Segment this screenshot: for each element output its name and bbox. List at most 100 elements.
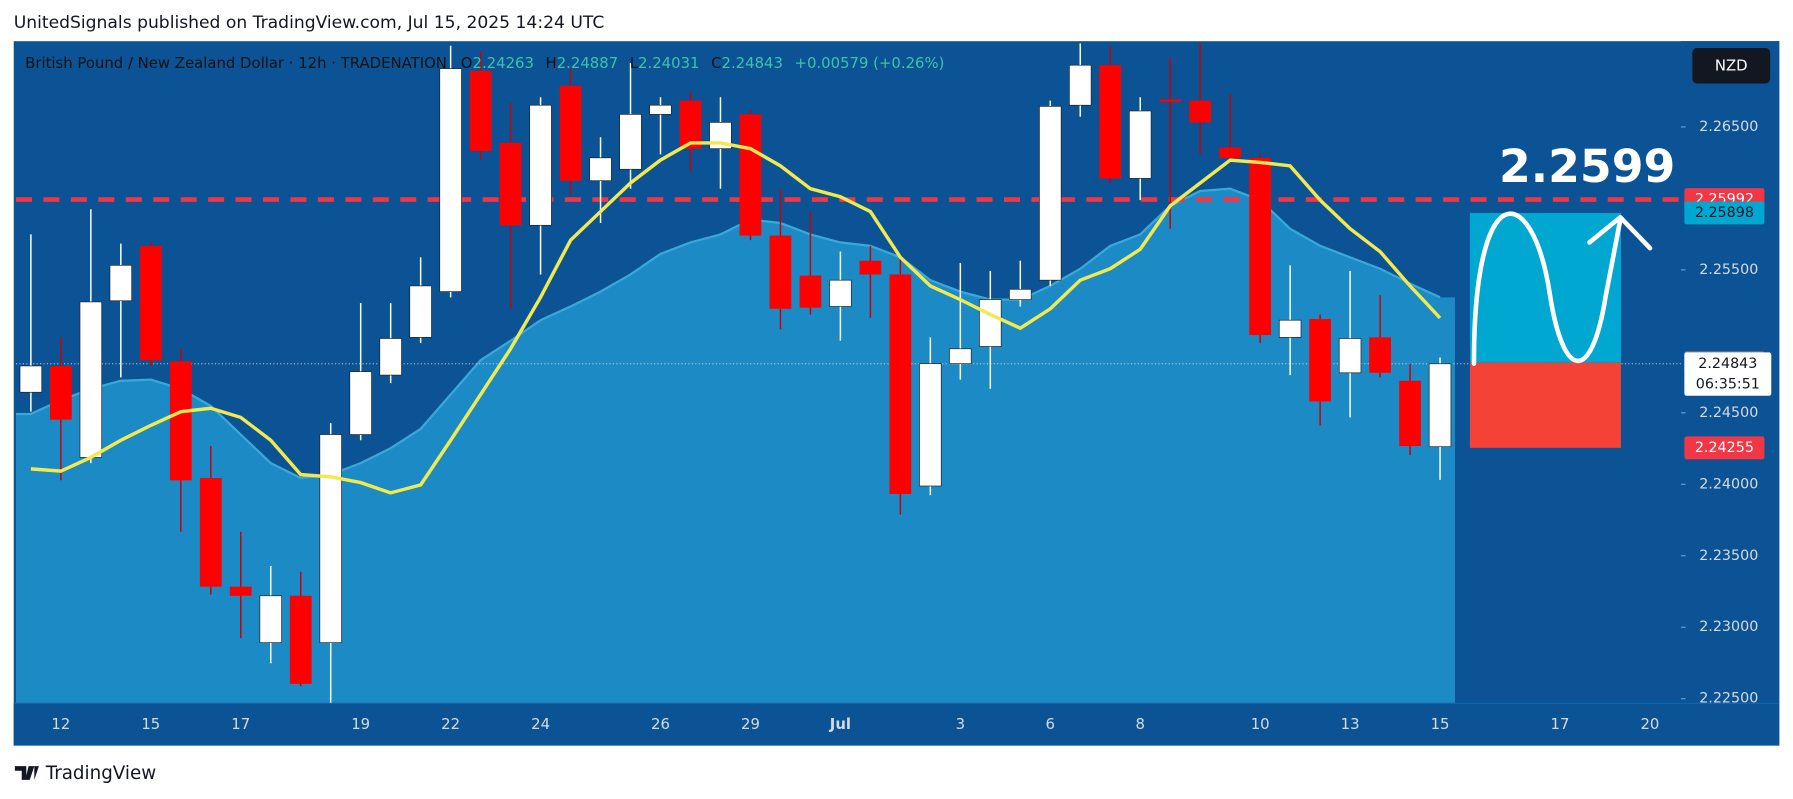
symbol: British Pound / New Zealand Dollar · 12h… [25, 54, 447, 72]
footer-brand: TradingView [45, 763, 157, 784]
candle-body [1099, 65, 1122, 179]
candle-body [1309, 319, 1331, 402]
y-tick-label: 2.24000 [1699, 476, 1758, 492]
target-label: 2.25898 [1695, 205, 1754, 221]
currency-button[interactable] [1692, 48, 1771, 84]
candle-body [559, 85, 582, 181]
x-tick-label: 6 [1046, 715, 1055, 733]
x-tick-label: 17 [231, 715, 250, 733]
c-value: 2.24843 [721, 54, 782, 72]
candle-body [1338, 338, 1362, 374]
x-tick-label: 3 [956, 715, 965, 733]
y-tick-label: 2.25500 [1699, 262, 1758, 278]
candle-body [979, 299, 1002, 347]
candle-body [859, 260, 882, 275]
candle-body [1399, 380, 1421, 446]
x-tick-label: 15 [141, 715, 160, 733]
candle-body [1369, 337, 1391, 373]
last-price-box [1684, 352, 1772, 396]
candle-body [529, 104, 552, 226]
candle-body [439, 68, 462, 292]
x-tick-label: 26 [651, 715, 670, 733]
candle-body [19, 365, 43, 393]
o-value: 2.24263 [472, 54, 533, 72]
candle-body [1159, 99, 1182, 102]
candle-body [1129, 110, 1152, 179]
x-tick-label: 8 [1135, 715, 1144, 733]
candle-body [409, 285, 432, 338]
candle-body [469, 70, 492, 151]
candle-body [349, 371, 372, 435]
candle-body [199, 478, 222, 587]
candle-body [949, 348, 972, 364]
c-letter: C [711, 54, 721, 72]
x-tick-label: 17 [1551, 715, 1570, 733]
candle-body [229, 586, 252, 596]
candle-body [649, 104, 672, 115]
candle-body [1069, 64, 1092, 106]
o-letter: O [461, 54, 473, 72]
x-tick-label: 20 [1640, 715, 1659, 733]
currency[interactable]: NZD [1715, 56, 1748, 74]
candle-body [679, 100, 702, 149]
stop-label-box [1684, 436, 1765, 460]
stop-zone [1469, 362, 1621, 448]
h-letter: H [546, 54, 557, 72]
countdown: 06:35:51 [1696, 376, 1760, 392]
candle-body [1219, 147, 1242, 158]
l-value: 2.24031 [638, 54, 699, 72]
change: +0.00579 (+0.26%) [795, 54, 945, 72]
candle-body [1009, 288, 1032, 300]
x-tick-label: 10 [1251, 715, 1270, 733]
candle-body [1039, 106, 1062, 281]
candle-body [589, 157, 612, 182]
candle-body [499, 142, 522, 226]
candle-body [79, 301, 103, 458]
candle-body [799, 275, 822, 308]
y-tick-label: 2.22500 [1699, 691, 1758, 707]
candle-body [889, 274, 912, 495]
stop-label: 2.24255 [1695, 440, 1754, 456]
x-tick-label: 24 [531, 715, 550, 733]
wave-arrow [1471, 211, 1653, 366]
x-tick-label: 19 [351, 715, 370, 733]
x-tick-label: Jul [829, 715, 851, 733]
last-price-label: 2.24843 [1698, 356, 1757, 372]
ma-slow-line [16, 187, 1441, 480]
legend: British Pound / New Zealand Dollar · 12h… [25, 54, 944, 72]
l-letter: L [630, 54, 639, 72]
candle-body [919, 363, 942, 487]
y-tick-label: 2.26500 [1699, 119, 1758, 135]
annotation: 2.2599 [1499, 140, 1675, 193]
candle-body [379, 338, 402, 376]
x-tick-label: 12 [51, 715, 70, 733]
ma-fast-line [30, 141, 1442, 495]
ma-slow-area [16, 188, 1455, 704]
time-scale [13, 703, 1780, 746]
candle-body [1189, 100, 1212, 123]
header-title: UnitedSignals published on TradingView.c… [14, 13, 605, 33]
x-tick-label: 13 [1341, 715, 1360, 733]
candle-body [319, 434, 342, 644]
candle-body [739, 114, 762, 236]
candle-body [619, 114, 642, 170]
candle-body [169, 361, 192, 481]
candle-body [769, 235, 792, 309]
x-tick-label: 15 [1431, 715, 1450, 733]
plot: 2.2599 2.22500 2.23000 2.23500 2.24000 2.2450… [13, 41, 1780, 746]
x-tick-label: 22 [441, 715, 460, 733]
candle-body [1428, 363, 1452, 448]
candle-body [109, 264, 133, 302]
y-tick-label: 2.24500 [1699, 405, 1758, 421]
target-label-box [1684, 201, 1765, 225]
candle-body [259, 595, 282, 644]
y-tick-label: 2.23000 [1699, 619, 1758, 635]
candle-body [1278, 319, 1302, 338]
candle-body [1249, 157, 1272, 336]
candle-body [139, 245, 162, 361]
logo [14, 766, 39, 780]
footer-logo [14, 766, 39, 780]
candle-body [49, 365, 72, 420]
